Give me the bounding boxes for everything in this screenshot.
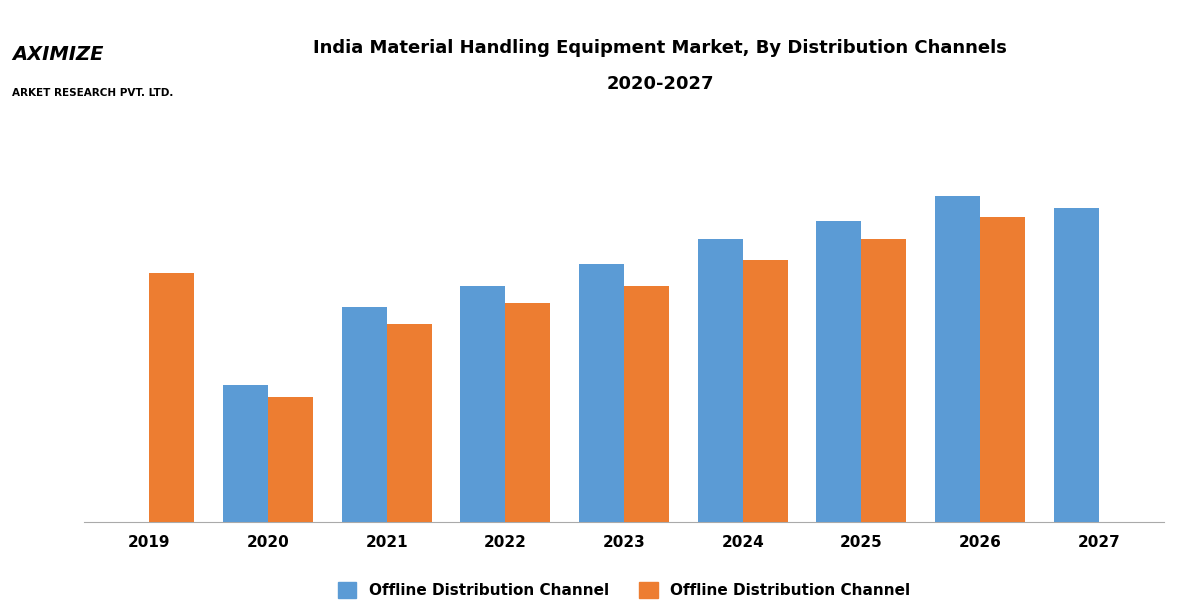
Text: India Material Handling Equipment Market, By Distribution Channels: India Material Handling Equipment Market…	[313, 39, 1007, 57]
Bar	[505, 303, 551, 522]
Bar	[461, 286, 505, 522]
Bar	[578, 265, 624, 522]
Bar	[268, 397, 313, 522]
Bar	[980, 217, 1025, 522]
Legend: Offline Distribution Channel, Offline Distribution Channel: Offline Distribution Channel, Offline Di…	[332, 576, 916, 600]
Bar	[624, 286, 670, 522]
Text: 2020-2027: 2020-2027	[606, 75, 714, 93]
Bar	[223, 385, 268, 522]
Bar	[342, 307, 386, 522]
Bar	[862, 239, 906, 522]
Bar	[935, 196, 980, 522]
Bar	[1054, 208, 1099, 522]
Bar	[386, 325, 432, 522]
Text: AXIMIZE: AXIMIZE	[12, 45, 103, 64]
Text: ARKET RESEARCH PVT. LTD.: ARKET RESEARCH PVT. LTD.	[12, 88, 173, 98]
Bar	[816, 221, 862, 522]
Bar	[697, 239, 743, 522]
Bar	[149, 273, 194, 522]
Bar	[743, 260, 787, 522]
